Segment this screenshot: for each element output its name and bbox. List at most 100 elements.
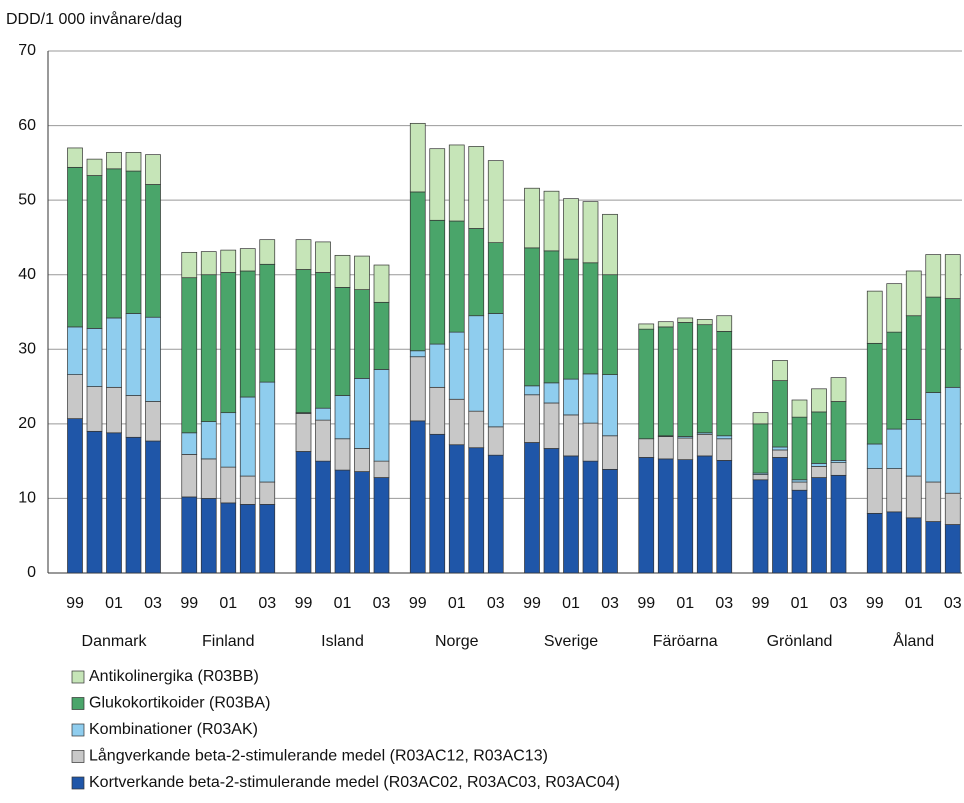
bar-segment xyxy=(106,168,122,319)
bar-segment xyxy=(752,423,769,474)
bar-segment xyxy=(543,448,560,574)
bar-segment xyxy=(677,437,694,461)
bar-segment xyxy=(86,175,103,329)
legend-label: Antikolinergika (R03BB) xyxy=(89,668,259,685)
bar-segment xyxy=(543,402,560,449)
bar-segment xyxy=(772,457,788,574)
bar-segment xyxy=(543,250,560,384)
bar-segment xyxy=(582,460,599,574)
bar-segment xyxy=(696,319,713,326)
bar-segment xyxy=(354,289,370,379)
bar-segment xyxy=(524,442,540,574)
bar-segment xyxy=(830,474,847,574)
x-tick-label: 99 xyxy=(752,595,770,612)
bar-segment xyxy=(563,455,579,574)
x-tick-label: 03 xyxy=(144,595,162,612)
legend-label: Långverkande beta-2-stimulerande medel (… xyxy=(89,747,548,765)
legend-label: Kortverkande beta-2-stimulerande medel (… xyxy=(89,774,620,791)
bar-segment xyxy=(886,511,903,574)
bar-segment xyxy=(602,374,618,437)
bar-segment xyxy=(716,438,733,461)
x-tick-label: 01 xyxy=(448,595,466,612)
bar-segment xyxy=(334,438,351,471)
group-label: Grönland xyxy=(767,633,833,650)
bar-segment xyxy=(866,512,883,574)
bar-segment xyxy=(125,313,142,396)
bar-segment xyxy=(811,411,827,464)
legend-swatch xyxy=(71,697,85,710)
bar-segment xyxy=(487,313,504,428)
bar-segment xyxy=(830,401,847,461)
x-tick-label: 01 xyxy=(676,595,694,612)
bar-segment xyxy=(716,435,733,440)
bar-segment xyxy=(944,254,961,299)
bar-segment xyxy=(905,419,922,477)
bar-segment xyxy=(334,395,351,440)
bar-segment xyxy=(354,471,370,574)
bar-segment xyxy=(67,374,83,419)
x-tick-label: 03 xyxy=(258,595,276,612)
legend-label: Kombinationer (R03AK) xyxy=(89,721,258,738)
bar-segment xyxy=(905,270,922,317)
bar-segment xyxy=(752,474,769,481)
bar-segment xyxy=(448,331,465,400)
x-tick-label: 01 xyxy=(334,595,352,612)
x-tick-label: 99 xyxy=(66,595,84,612)
bar-segment xyxy=(315,419,331,462)
bar-segment xyxy=(295,239,312,270)
bar-segment xyxy=(772,449,788,458)
bar-segment xyxy=(468,315,485,412)
bar-segment xyxy=(315,241,331,273)
bar-segment xyxy=(220,272,237,414)
bar-segment xyxy=(905,475,922,519)
bar-segment xyxy=(200,458,217,499)
bar-segment xyxy=(944,386,961,494)
bar-segment xyxy=(752,412,769,425)
bar-segment xyxy=(696,324,713,434)
bar-segment xyxy=(67,418,83,574)
bar-segment xyxy=(905,517,922,574)
bar-segment xyxy=(638,323,655,330)
x-tick-label: 03 xyxy=(830,595,848,612)
bar-segment xyxy=(145,401,161,442)
bar-segment xyxy=(811,466,827,478)
group-label: Danmark xyxy=(82,633,148,650)
x-tick-label: 01 xyxy=(905,595,923,612)
bar-segment xyxy=(811,463,827,467)
bar-segment xyxy=(811,388,827,413)
bar-segment xyxy=(295,269,312,414)
bar-segment xyxy=(944,298,961,388)
bar-segment xyxy=(448,398,465,446)
bar-segment xyxy=(468,410,485,449)
x-tick-label: 03 xyxy=(487,595,505,612)
bar-segment xyxy=(487,454,504,574)
bar-segment xyxy=(354,448,370,472)
bar-segment xyxy=(409,122,426,193)
bar-segment xyxy=(543,190,560,252)
bar-segment xyxy=(429,343,446,388)
x-tick-label: 99 xyxy=(637,595,655,612)
bar-segment xyxy=(86,328,103,387)
bar-segment xyxy=(716,331,733,437)
bar-segment xyxy=(563,378,579,416)
bar-segment xyxy=(524,247,540,387)
bar-segment xyxy=(409,356,426,422)
bar-segment xyxy=(602,468,618,574)
bar-segment xyxy=(373,477,390,574)
y-tick-label: 60 xyxy=(18,117,36,134)
bar-segment xyxy=(487,426,504,456)
bar-segment xyxy=(925,392,942,483)
bar-segment xyxy=(200,274,217,422)
bar-segment xyxy=(866,290,883,344)
bar-segment xyxy=(866,443,883,469)
bar-segment xyxy=(259,239,276,265)
bar-segment xyxy=(886,428,903,469)
bar-segment xyxy=(563,414,579,457)
bar-segment xyxy=(67,166,83,328)
bar-segment xyxy=(524,187,540,249)
y-tick-label: 30 xyxy=(18,341,36,358)
bar-segment xyxy=(772,360,788,381)
bar-segment xyxy=(106,432,122,574)
x-tick-label: 99 xyxy=(295,595,313,612)
